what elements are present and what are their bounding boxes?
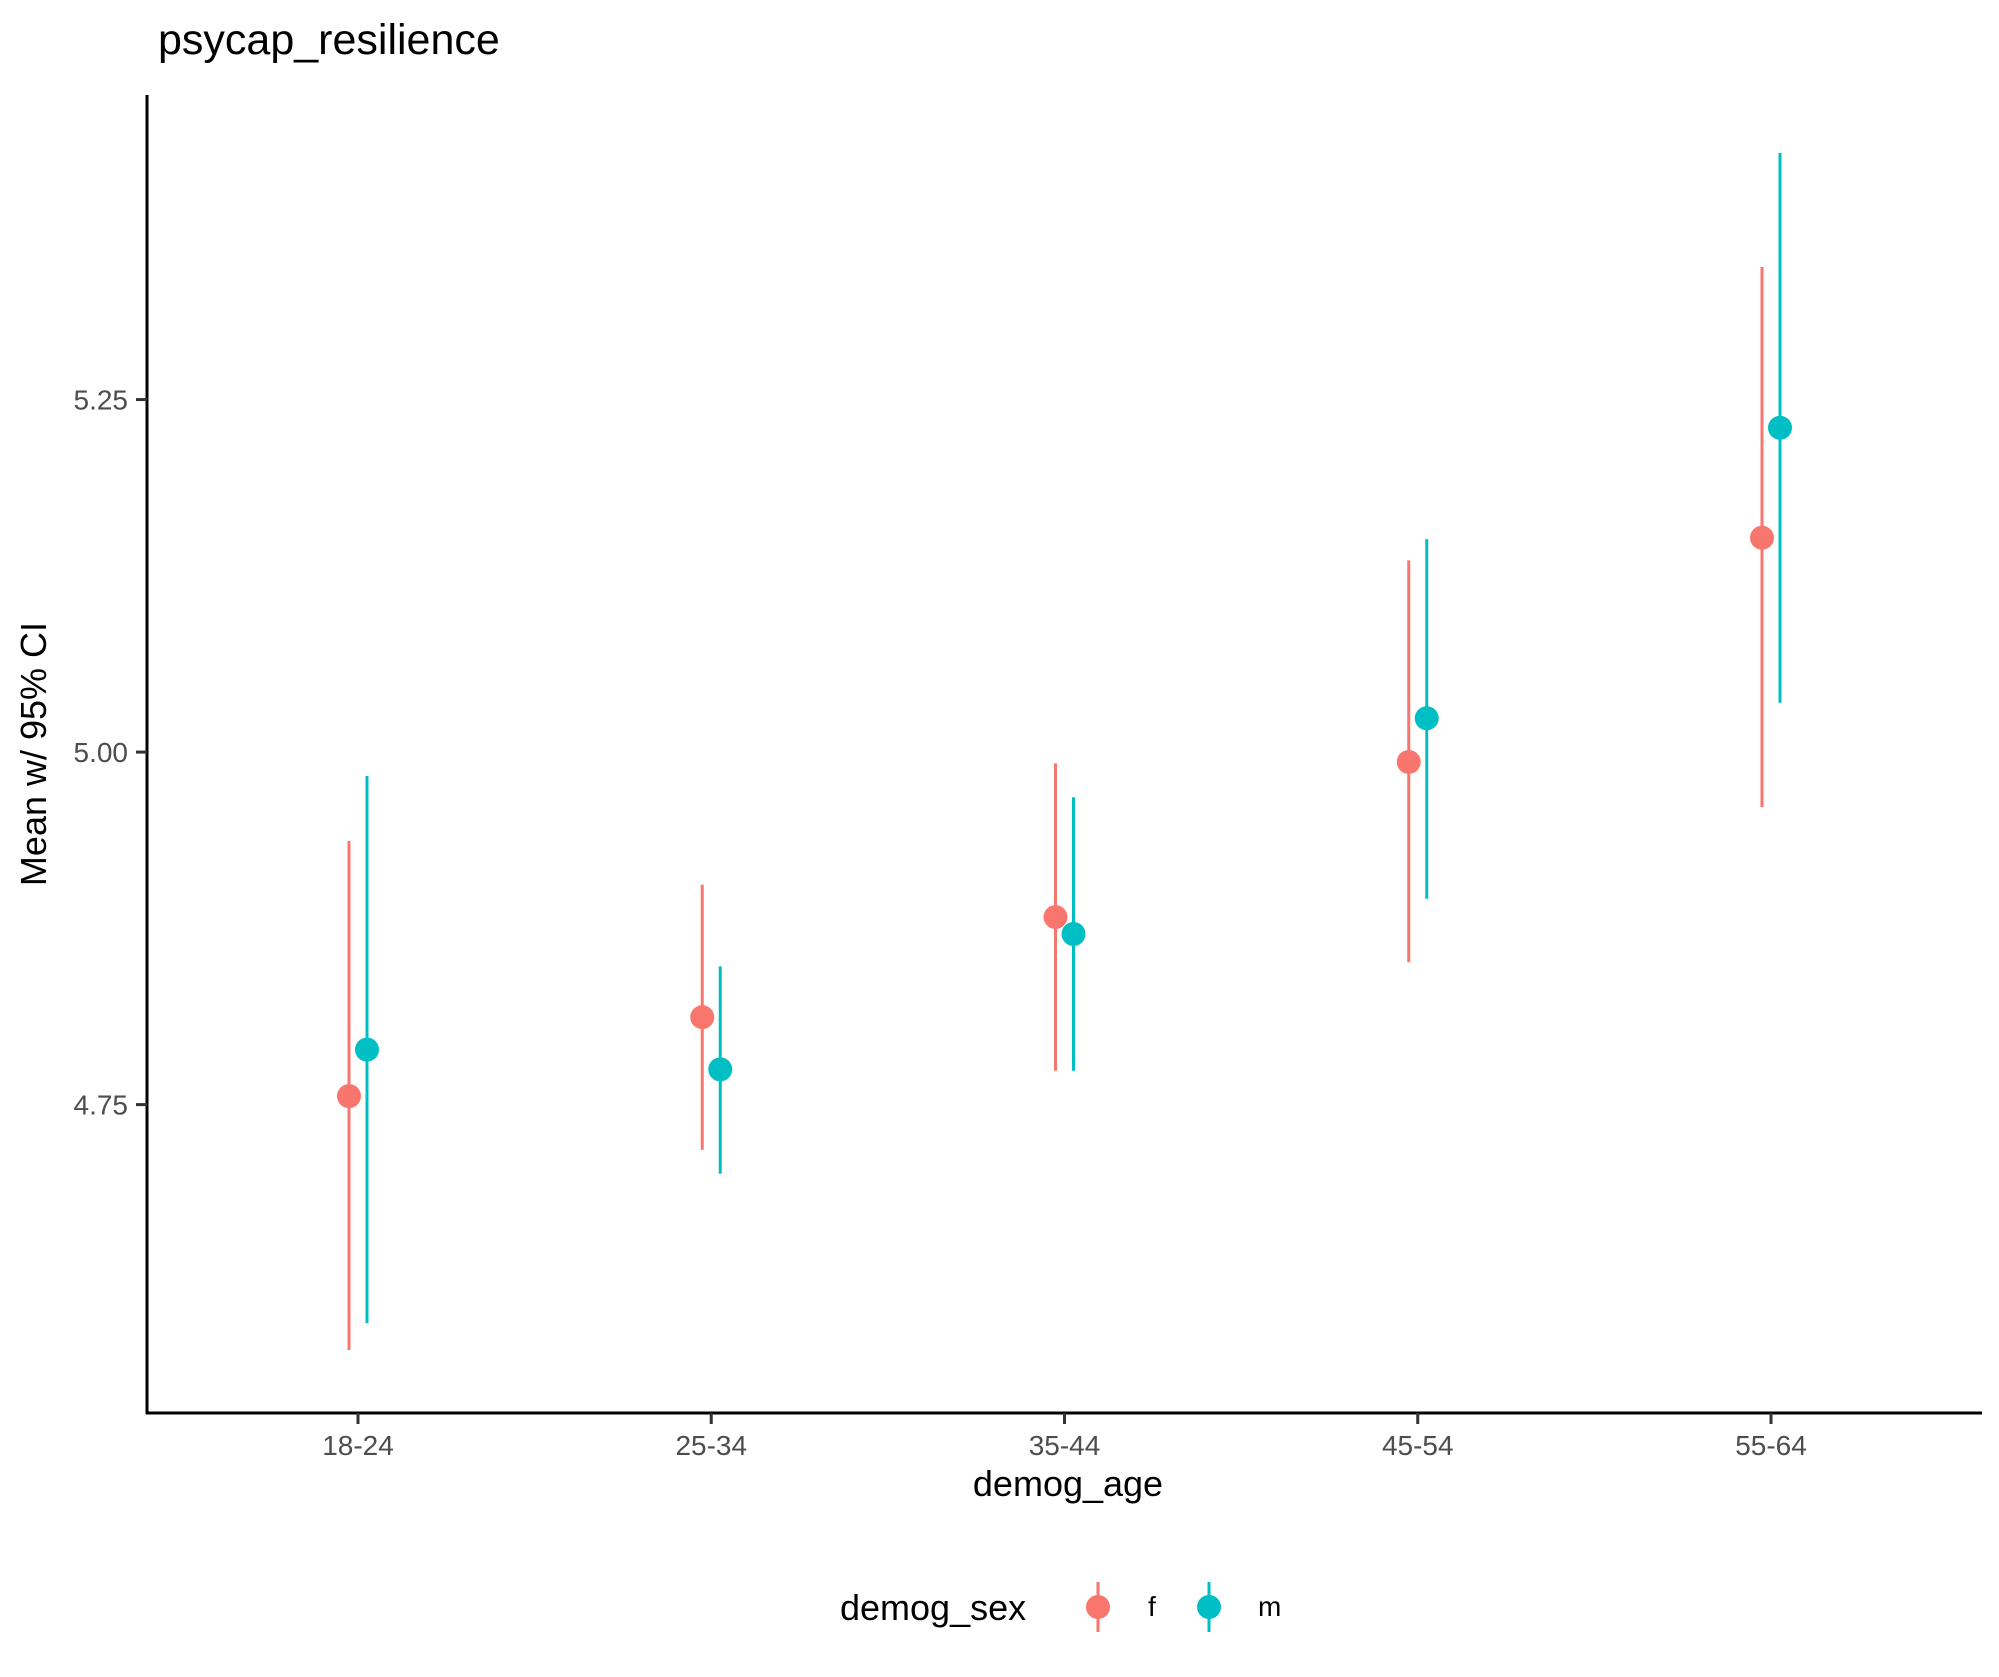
mean-point-f-35-44 (1043, 905, 1068, 930)
y-tick-label: 4.75 (74, 1090, 129, 1121)
x-axis-ticks: 18-24 25-34 35-44 45-54 55-64 (322, 1413, 1807, 1461)
legend-key-f (1086, 1582, 1110, 1632)
mean-point-f-45-54 (1396, 749, 1421, 774)
mean-point-f-55-64 (1750, 525, 1774, 550)
x-axis-title: demog_age (973, 1463, 1163, 1504)
mean-point-m-45-54 (1414, 706, 1439, 731)
y-axis-ticks: 4.75 5.00 5.25 (74, 385, 147, 1121)
x-tick-label: 18-24 (322, 1430, 394, 1461)
chart-title: psycap_resilience (158, 16, 500, 64)
mean-point-m-18-24 (355, 1037, 379, 1062)
legend-key-m-point (1197, 1595, 1221, 1619)
y-tick-label: 5.00 (74, 737, 129, 768)
y-axis-title: Mean w/ 95% CI (13, 622, 54, 886)
x-tick-label: 35-44 (1029, 1430, 1101, 1461)
mean-point-m-55-64 (1768, 415, 1792, 440)
mean-point-f-18-24 (337, 1084, 361, 1109)
legend-label-m: m (1258, 1591, 1281, 1622)
legend-title: demog_sex (840, 1587, 1026, 1628)
x-tick-label: 55-64 (1735, 1430, 1807, 1461)
x-tick-label: 45-54 (1382, 1430, 1454, 1461)
y-tick-label: 5.25 (74, 385, 129, 416)
data-marks (337, 152, 1792, 1350)
legend-label-f: f (1148, 1591, 1156, 1622)
legend: demog_sex f m (840, 1582, 1281, 1632)
mean-point-m-35-44 (1061, 921, 1086, 946)
legend-key-m (1197, 1582, 1221, 1632)
mean-point-f-25-34 (690, 1005, 715, 1030)
x-tick-label: 25-34 (675, 1430, 747, 1461)
mean-point-m-25-34 (708, 1057, 733, 1082)
legend-key-f-point (1086, 1595, 1110, 1619)
